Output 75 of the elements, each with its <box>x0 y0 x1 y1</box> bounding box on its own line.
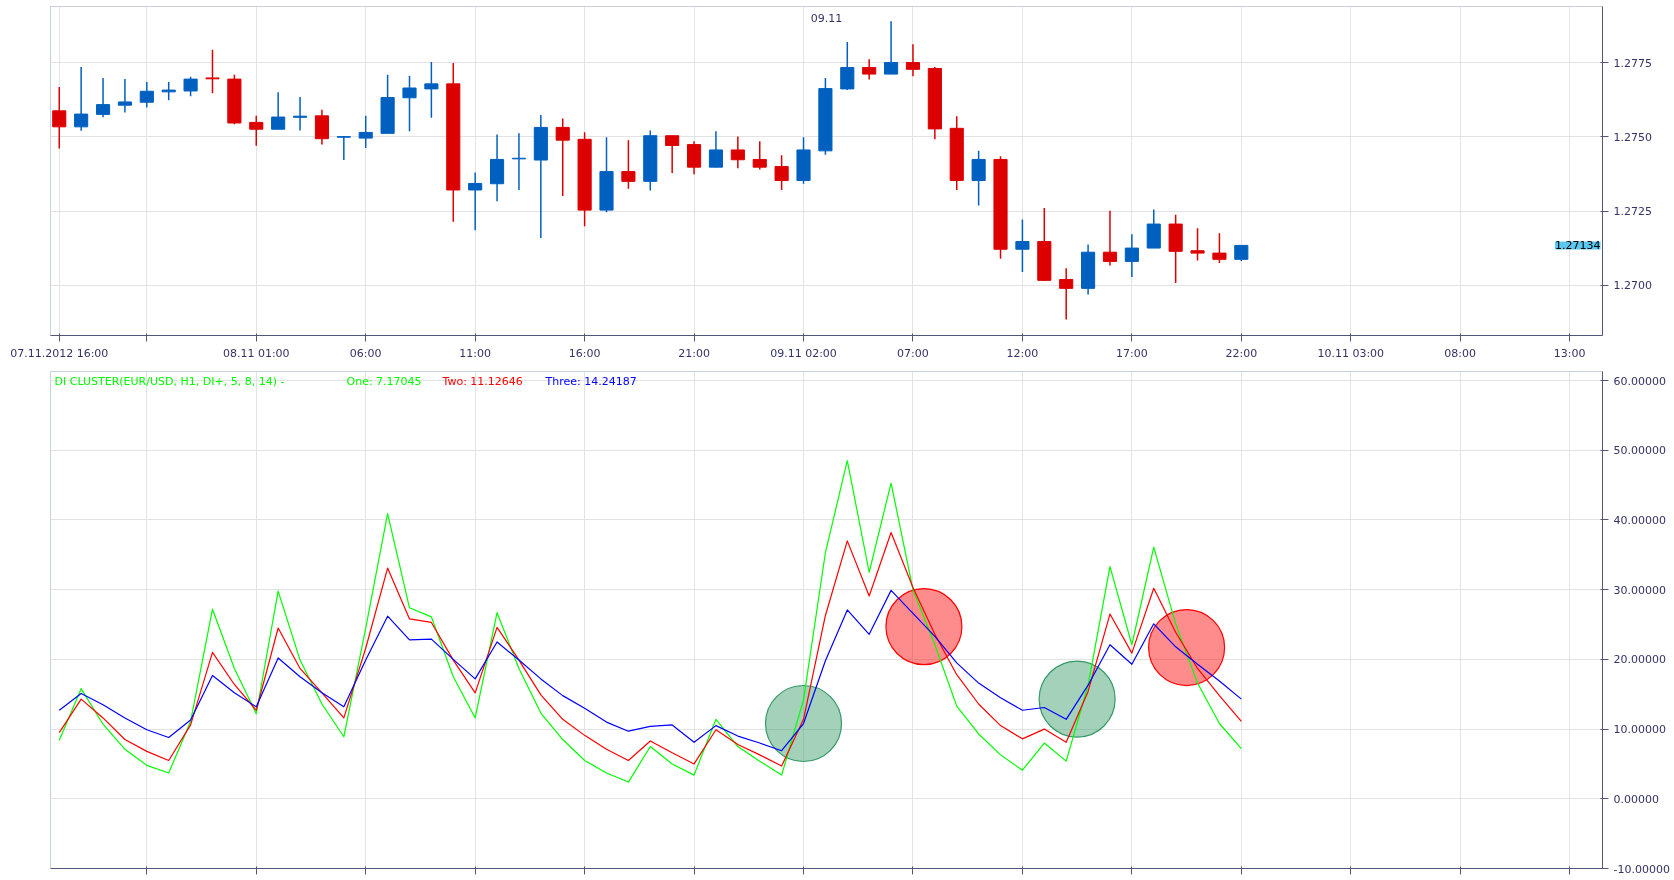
x-tick-label: 06:00 <box>349 346 382 360</box>
candlestick <box>161 81 176 101</box>
x-tick-label: 08:00 <box>1444 346 1477 360</box>
y-tick-label: 40.00000 <box>1613 513 1666 527</box>
y-tick-label: 1.2750 <box>1613 130 1652 144</box>
x-tick-label: 07.11.2012 16:00 <box>10 346 109 360</box>
candlestick <box>752 140 767 171</box>
x-tick-label: 22:00 <box>1225 346 1258 360</box>
y-tick-label: 30.00000 <box>1613 583 1666 597</box>
chart-title: DI CLUSTER(EUR/USD, H1, DI+, 5, 8, 14) - <box>54 374 285 388</box>
x-tick-label: 16:00 <box>568 346 601 360</box>
candlestick <box>183 76 198 98</box>
line-series <box>58 460 1242 783</box>
text: One: 7.17045 <box>346 374 422 388</box>
candlestick <box>774 154 789 191</box>
y-tick-label: 0.00000 <box>1613 792 1659 806</box>
candlestick <box>468 171 483 232</box>
candlestick <box>424 61 439 119</box>
candlestick <box>1102 209 1118 267</box>
candlestick <box>95 77 111 119</box>
candlestick <box>708 130 724 168</box>
candlestick <box>292 96 308 132</box>
candlestick <box>52 86 67 150</box>
point <box>764 684 843 763</box>
y-tick-label: 50.00000 <box>1613 444 1666 458</box>
candlestick <box>1059 267 1074 321</box>
x-tick-label: 07:00 <box>897 346 929 360</box>
candlestick <box>1190 227 1205 262</box>
line-series <box>58 589 1242 752</box>
candlestick <box>687 140 702 176</box>
point <box>1038 660 1116 738</box>
candlestick <box>139 81 154 109</box>
annotation: 1.27134 <box>1555 239 1601 253</box>
candlestick <box>862 58 877 81</box>
y-tick-label: 10.00000 <box>1613 723 1666 737</box>
annotation: 09.11 <box>810 11 843 25</box>
candlestick <box>665 134 680 174</box>
x-tick-label: 10.11 03:00 <box>1317 346 1385 360</box>
y-tick-label: 1.2775 <box>1613 56 1652 70</box>
line-series <box>58 531 1242 767</box>
candlestick <box>1124 233 1139 278</box>
candlestick <box>905 43 921 77</box>
candlestick <box>884 20 899 75</box>
candlestick <box>314 108 329 146</box>
y-tick-label: -10.00000 <box>1613 862 1670 876</box>
candlestick <box>621 139 636 190</box>
x-tick-label: 13:00 <box>1553 346 1586 360</box>
y-tick-label: 20.00000 <box>1613 653 1666 667</box>
candlestick <box>730 135 745 170</box>
candlestick <box>271 91 286 130</box>
text: Two: 11.12646 <box>441 374 523 388</box>
x-tick-label: 09.11 02:00 <box>770 346 837 360</box>
candlestick <box>971 150 986 207</box>
candlestick <box>840 41 855 91</box>
x-tick-label: 17:00 <box>1116 346 1148 360</box>
y-tick-label: 1.2700 <box>1613 279 1652 293</box>
candlestick <box>402 75 417 133</box>
candlestick <box>249 115 264 147</box>
candlestick <box>555 117 570 197</box>
y-tick-label: 1.2725 <box>1613 205 1652 219</box>
y-tick-label: 60.00000 <box>1613 374 1666 388</box>
candlestick <box>205 49 220 95</box>
x-tick-label: 08.11 01:00 <box>222 346 290 360</box>
text: Three: 14.24187 <box>544 374 637 388</box>
candlestick <box>1212 232 1227 264</box>
x-tick-label: 12:00 <box>1006 346 1039 360</box>
candlestick <box>74 66 89 132</box>
x-tick-label: 21:00 <box>678 346 710 360</box>
candlestick <box>358 115 373 149</box>
candlestick <box>336 135 351 161</box>
point <box>885 588 963 666</box>
x-tick-label: 11:00 <box>459 346 492 360</box>
point <box>1147 609 1226 687</box>
candlestick <box>1015 218 1030 273</box>
candlestick <box>117 78 132 114</box>
